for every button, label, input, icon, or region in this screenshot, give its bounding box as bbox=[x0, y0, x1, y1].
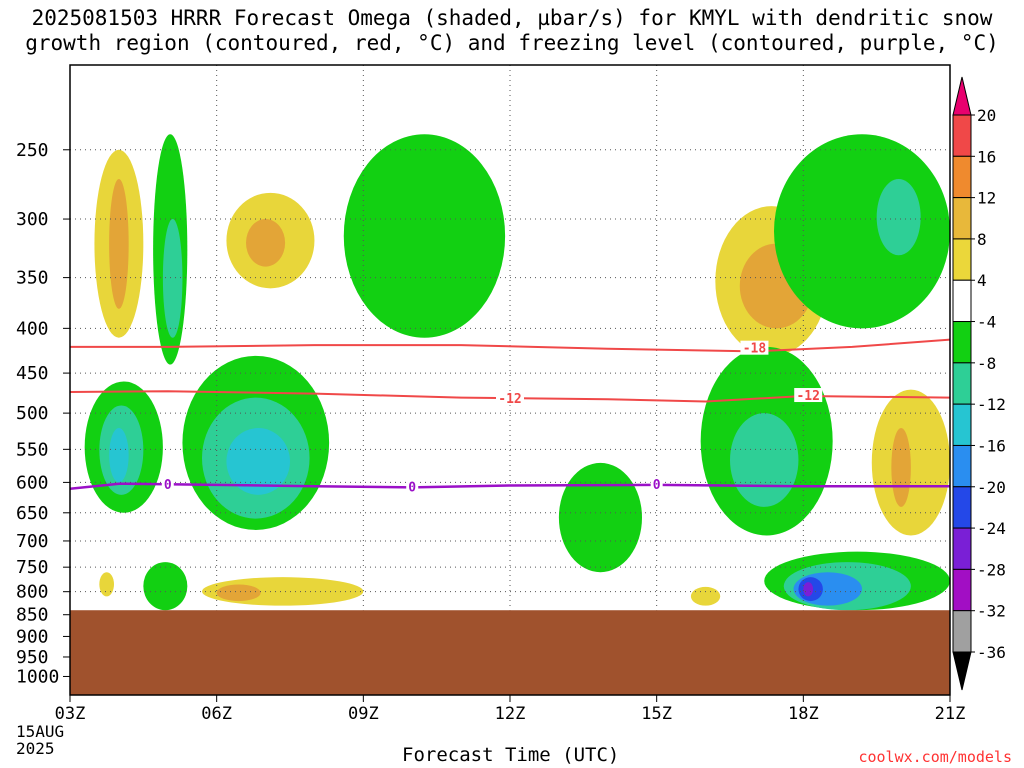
colorbar-box bbox=[952, 362, 972, 405]
dgz-contour-label: -18 bbox=[743, 342, 767, 357]
title-line-2: growth region (contoured, red, °C) and f… bbox=[25, 31, 999, 55]
colorbar-label: -8 bbox=[977, 354, 996, 373]
omega-region bbox=[143, 562, 188, 611]
contour-label-bg bbox=[794, 388, 823, 403]
gridlines bbox=[70, 65, 950, 611]
omega-region bbox=[690, 586, 721, 606]
y-axis: 2503003504004505005506006507007508008509… bbox=[16, 140, 70, 687]
y-tick-label: 400 bbox=[16, 318, 49, 339]
y-tick-label: 850 bbox=[16, 605, 49, 626]
x-tick-label: 18Z bbox=[788, 704, 819, 724]
site-credit: coolwx.com/models bbox=[858, 748, 1012, 766]
omega-region bbox=[216, 584, 261, 602]
omega-region bbox=[876, 179, 921, 256]
y-tick-label: 800 bbox=[16, 582, 49, 603]
colorbar-label: 12 bbox=[977, 189, 996, 208]
dgz-contour-line bbox=[70, 338, 950, 353]
contour-label-bg bbox=[650, 476, 663, 491]
colorbar-box bbox=[952, 486, 972, 529]
x-tick-label: 12Z bbox=[495, 704, 526, 724]
colorbar-label: -20 bbox=[977, 478, 1006, 497]
omega-region bbox=[245, 219, 286, 267]
omega-region bbox=[109, 179, 129, 309]
colorbar-box bbox=[952, 197, 972, 240]
contour-label-bg bbox=[740, 340, 769, 355]
x-start-date-label: 15AUG bbox=[16, 722, 64, 741]
freezing-level-label: 0 bbox=[408, 480, 416, 495]
omega-region bbox=[774, 134, 950, 329]
temperature-contours: -18 -12 -12 0 0 0 bbox=[70, 338, 950, 495]
colorbar-label: -16 bbox=[977, 436, 1006, 455]
colorbar-box bbox=[952, 279, 972, 323]
colorbar-box bbox=[952, 610, 972, 653]
colorbar-box bbox=[952, 403, 972, 446]
contour-label-bg bbox=[406, 479, 419, 494]
colorbar-label: -36 bbox=[977, 643, 1006, 662]
y-tick-label: 650 bbox=[16, 503, 49, 524]
y-tick-label: 450 bbox=[16, 363, 49, 384]
colorbar-box bbox=[952, 238, 972, 281]
contour-label-bg bbox=[161, 476, 174, 491]
omega-region bbox=[109, 428, 129, 483]
y-tick-label: 600 bbox=[16, 472, 49, 493]
omega-region bbox=[730, 413, 799, 507]
freezing-level-label: 0 bbox=[164, 478, 172, 493]
colorbar-box bbox=[952, 444, 972, 488]
omega-region bbox=[891, 428, 911, 507]
colorbar-box bbox=[952, 114, 972, 157]
colorbar-label: -4 bbox=[977, 313, 996, 332]
colorbar-bottom-arrow bbox=[952, 651, 972, 691]
colorbar-box bbox=[952, 321, 972, 364]
ground-below-surface bbox=[70, 610, 950, 695]
colorbar-label: -28 bbox=[977, 560, 1006, 579]
y-tick-label: 250 bbox=[16, 140, 49, 161]
omega-region bbox=[871, 389, 950, 536]
colorbar: 20 16 12 8 4 -4 -8 -12 -16 -20 -24 -28 -32 -36 bbox=[952, 76, 1006, 691]
y-tick-label: 700 bbox=[16, 531, 49, 552]
colorbar-label: 4 bbox=[977, 271, 987, 290]
colorbar-box bbox=[952, 155, 972, 199]
colorbar-label: -32 bbox=[977, 602, 1006, 621]
y-tick-label: 300 bbox=[16, 209, 49, 230]
contour-label-bg bbox=[496, 391, 524, 406]
dgz-contour-label: -12 bbox=[796, 389, 819, 404]
colorbar-box bbox=[952, 568, 972, 612]
x-tick-label: 09Z bbox=[348, 704, 379, 724]
freezing-level-label: 0 bbox=[653, 478, 661, 493]
x-axis-label: Forecast Time (UTC) bbox=[402, 744, 620, 766]
colorbar-label: 16 bbox=[977, 147, 996, 166]
dgz-contour-label: -12 bbox=[498, 392, 521, 407]
omega-region bbox=[162, 219, 183, 338]
plot-frame bbox=[69, 64, 951, 696]
x-tick-label: 06Z bbox=[201, 704, 232, 724]
omega-region bbox=[226, 428, 290, 495]
omega-region bbox=[558, 462, 642, 573]
y-tick-label: 900 bbox=[16, 626, 49, 647]
y-tick-label: 1000 bbox=[16, 666, 59, 687]
colorbar-box bbox=[952, 527, 972, 570]
chart-title: 2025081503 HRRR Forecast Omega (shaded, … bbox=[0, 6, 1024, 56]
colorbar-label: 8 bbox=[977, 230, 987, 249]
y-tick-label: 500 bbox=[16, 403, 49, 424]
colorbar-label: -24 bbox=[977, 519, 1006, 538]
x-tick-label: 21Z bbox=[935, 704, 966, 724]
y-tick-label: 750 bbox=[16, 557, 49, 578]
dgz-contour-line bbox=[70, 390, 950, 403]
omega-region bbox=[99, 572, 114, 597]
y-tick-label: 950 bbox=[16, 647, 49, 668]
x-start-date-label: 2025 bbox=[16, 739, 55, 758]
colorbar-top-arrow bbox=[952, 76, 972, 116]
omega-region bbox=[803, 582, 814, 597]
x-tick-label: 15Z bbox=[641, 704, 672, 724]
colorbar-label: -12 bbox=[977, 395, 1006, 414]
y-tick-label: 550 bbox=[16, 439, 49, 460]
colorbar-label: 20 bbox=[977, 106, 996, 125]
omega-region bbox=[343, 134, 506, 338]
y-tick-label: 350 bbox=[16, 268, 49, 289]
title-line-1: 2025081503 HRRR Forecast Omega (shaded, … bbox=[31, 6, 993, 30]
x-tick-label: 03Z bbox=[55, 704, 86, 724]
